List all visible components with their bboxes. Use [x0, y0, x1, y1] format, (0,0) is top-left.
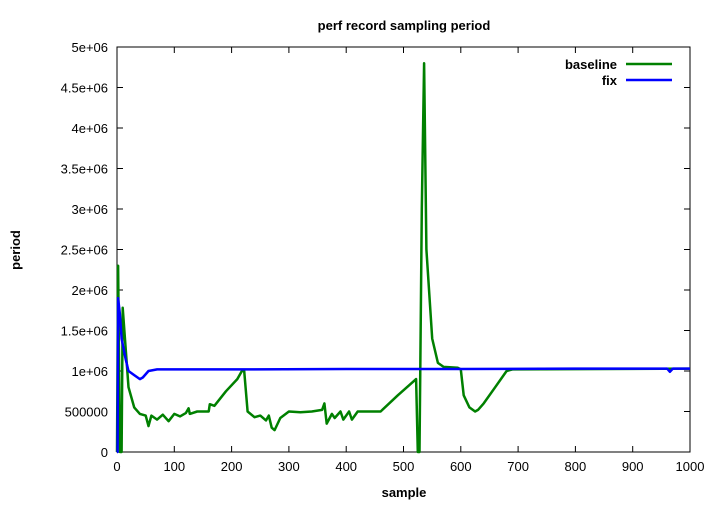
y-tick-label: 4e+06	[71, 121, 108, 136]
chart-title: perf record sampling period	[318, 18, 491, 33]
x-tick-label: 100	[163, 459, 185, 474]
x-tick-label: 300	[278, 459, 300, 474]
y-tick-label: 1e+06	[71, 364, 108, 379]
y-tick-label: 3.5e+06	[61, 162, 108, 177]
y-tick-label: 0	[101, 445, 108, 460]
y-tick-label: 500000	[65, 405, 108, 420]
series-line-fix	[116, 296, 690, 454]
x-axis-label: sample	[382, 485, 427, 500]
y-tick-label: 2.5e+06	[61, 243, 108, 258]
y-axis-label: period	[8, 230, 23, 270]
x-tick-label: 500	[393, 459, 415, 474]
x-tick-label: 600	[450, 459, 472, 474]
y-tick-label: 4.5e+06	[61, 81, 108, 96]
x-tick-label: 0	[113, 459, 120, 474]
x-tick-label: 900	[622, 459, 644, 474]
legend-label-fix: fix	[602, 73, 618, 88]
legend-label-baseline: baseline	[565, 57, 617, 72]
y-tick-label: 2e+06	[71, 283, 108, 298]
x-tick-label: 700	[507, 459, 529, 474]
x-tick-label: 400	[335, 459, 357, 474]
x-tick-label: 200	[221, 459, 243, 474]
y-tick-label: 1.5e+06	[61, 324, 108, 339]
y-tick-label: 5e+06	[71, 40, 108, 55]
series-line-baseline	[115, 61, 691, 454]
x-tick-label: 1000	[676, 459, 705, 474]
y-tick-label: 3e+06	[71, 202, 108, 217]
x-tick-label: 800	[565, 459, 587, 474]
